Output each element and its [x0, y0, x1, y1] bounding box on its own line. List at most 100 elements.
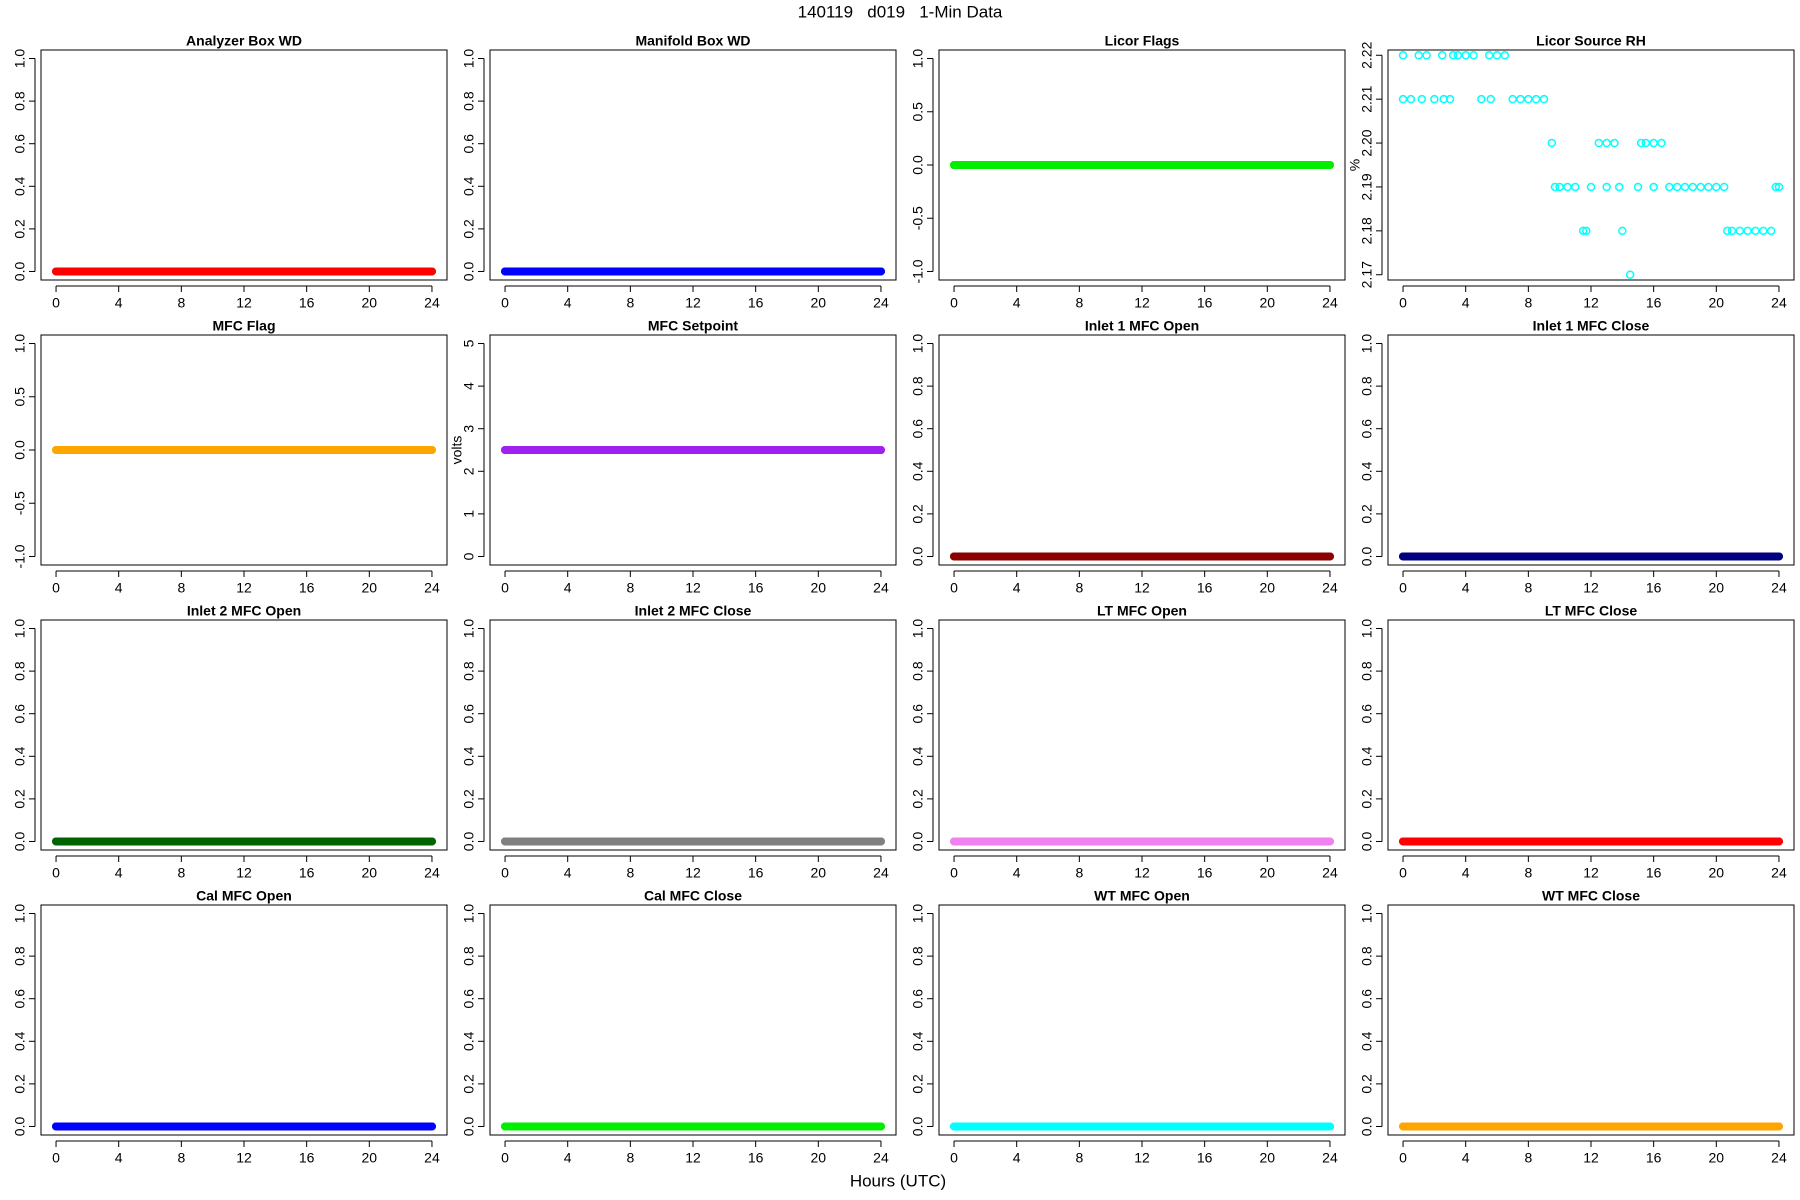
x-tick-label: 24 [424, 865, 440, 881]
y-tick-label: 4 [461, 382, 477, 390]
data-point [1231, 552, 1240, 561]
x-tick-label: 20 [362, 1150, 378, 1166]
data-point [333, 267, 342, 276]
data-point [704, 837, 713, 846]
data-point [1231, 1122, 1240, 1131]
x-tick-label: 0 [52, 580, 60, 596]
plot-frame [489, 334, 897, 566]
x-tick-label: 24 [1322, 865, 1338, 881]
data-point [1231, 161, 1240, 169]
data-point [626, 837, 635, 846]
x-tick-label: 0 [1399, 295, 1407, 311]
x-tick-label: 20 [1709, 865, 1725, 881]
data-point [208, 446, 217, 454]
data-point [99, 446, 108, 454]
x-tick-label: 8 [1075, 865, 1083, 881]
x-tick-label: 12 [1583, 295, 1599, 311]
y-tick-label: 0.2 [461, 219, 477, 239]
data-point [302, 267, 311, 276]
data-point [1602, 138, 1611, 148]
y-tick-label: 0.4 [12, 746, 28, 766]
y-tick-label: 0.4 [1359, 1031, 1375, 1051]
data-point [532, 1122, 541, 1131]
data-point [1540, 837, 1549, 846]
data-point [349, 837, 358, 846]
data-point [1200, 837, 1209, 846]
x-tick-label: 20 [811, 295, 827, 311]
y-tick-label: 0.6 [461, 989, 477, 1009]
data-point [1550, 182, 1560, 192]
data-point [1614, 182, 1624, 192]
data-point [1059, 552, 1068, 561]
data-point [1200, 552, 1209, 561]
data-point [610, 837, 619, 846]
y-tick-label: 0.2 [1359, 789, 1375, 809]
y-tick-label: 1.0 [461, 619, 477, 639]
data-point [52, 267, 61, 276]
data-point [1477, 837, 1486, 846]
panel-title: WT MFC Close [1542, 888, 1640, 904]
y-tick-label: 0.8 [12, 661, 28, 681]
y-tick-label: 0.2 [910, 789, 926, 809]
data-point [845, 446, 854, 454]
data-point [642, 267, 651, 276]
x-tick-label: 12 [1583, 580, 1599, 596]
data-point [302, 837, 311, 846]
data-point [720, 267, 729, 276]
data-point [673, 1122, 682, 1131]
data-point [1091, 552, 1100, 561]
data-point [1247, 552, 1256, 561]
data-point [255, 446, 264, 454]
y-tick-label: 0.4 [910, 746, 926, 766]
y-tick-label: 1.0 [910, 619, 926, 639]
data-point [965, 837, 974, 846]
x-tick-label: 0 [501, 865, 509, 881]
data-point [861, 837, 870, 846]
data-point [1571, 552, 1580, 561]
data-point [861, 446, 870, 454]
data-point [1636, 138, 1646, 148]
data-point [67, 1122, 76, 1131]
y-tick-label: 0.6 [12, 989, 28, 1009]
data-point [1723, 226, 1732, 236]
data-point [876, 446, 885, 454]
x-tick-label: 20 [1260, 580, 1276, 596]
data-point [114, 446, 123, 454]
data-point [1216, 837, 1225, 846]
data-point [1310, 837, 1319, 846]
y-tick-label: 0.8 [461, 946, 477, 966]
data-point [286, 1122, 295, 1131]
data-point [1294, 837, 1303, 846]
y-axis-label: volts [449, 436, 465, 465]
data-point [1012, 161, 1021, 169]
data-point [193, 267, 202, 276]
y-tick-label: 0.5 [910, 102, 926, 122]
data-point [1437, 51, 1447, 60]
x-tick-label: 24 [873, 865, 889, 881]
data-point [1469, 51, 1478, 60]
data-point [1743, 837, 1752, 846]
data-point [130, 446, 139, 454]
data-point [130, 837, 139, 846]
panel-title: WT MFC Open [1094, 888, 1190, 904]
data-point [1602, 837, 1611, 846]
x-tick-label: 4 [564, 1150, 572, 1166]
data-point [1028, 837, 1037, 846]
data-point [751, 837, 760, 846]
data-point [1122, 837, 1131, 846]
y-tick-label: 1.0 [910, 49, 926, 69]
data-point [1247, 161, 1256, 169]
data-point [563, 1122, 572, 1131]
data-point [1012, 552, 1021, 561]
x-tick-label: 16 [748, 1150, 764, 1166]
data-point [1524, 1122, 1533, 1131]
data-point [177, 446, 186, 454]
x-tick-label: 4 [1462, 295, 1470, 311]
data-point [193, 446, 202, 454]
data-point [845, 267, 854, 276]
data-point [224, 446, 233, 454]
x-tick-label: 8 [1524, 1150, 1532, 1166]
data-point [1044, 161, 1053, 169]
data-point [286, 446, 295, 454]
